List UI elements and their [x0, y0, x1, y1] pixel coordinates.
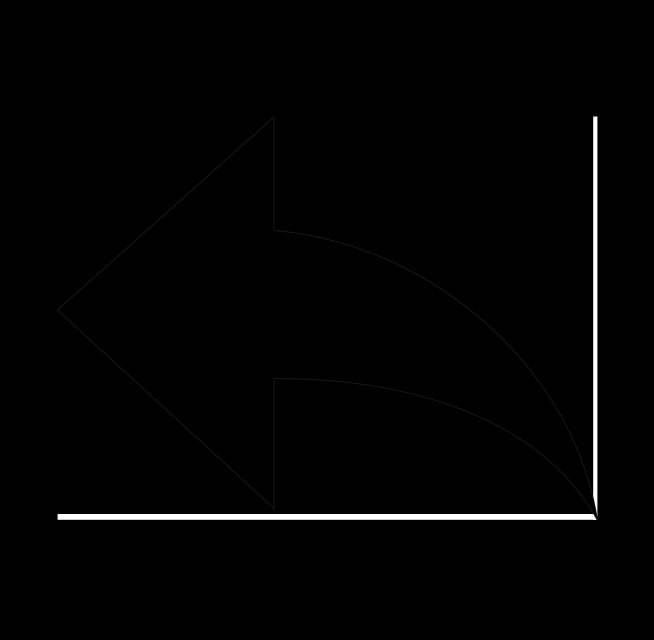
reply-arrow-shape — [56, 115, 598, 521]
vertical-line — [593, 116, 598, 520]
baseline-line — [57, 514, 598, 520]
